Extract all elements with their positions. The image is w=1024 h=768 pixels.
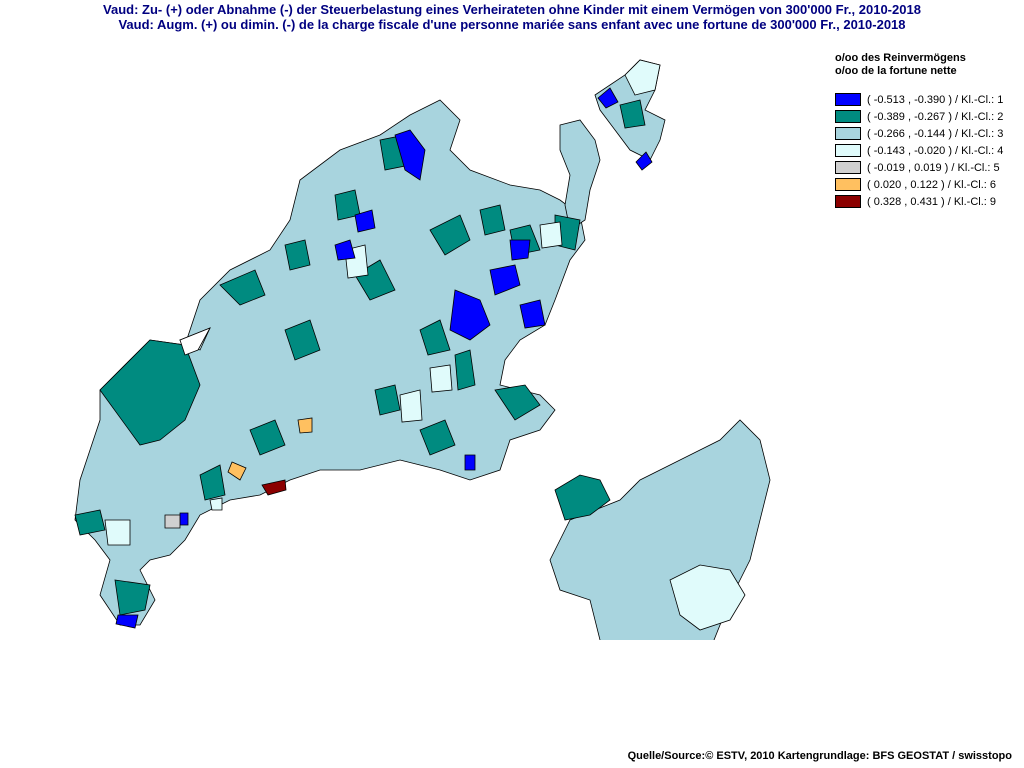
legend-item-class-6: ( 0.020 , 0.122 ) / Kl.-Cl.: 6	[835, 176, 1003, 193]
legend-unit: o/oo des Reinvermögens o/oo de la fortun…	[835, 52, 1003, 78]
legend-label: ( 0.020 , 0.122 ) / Kl.-Cl.: 6	[867, 178, 997, 191]
region-blue-4	[449, 289, 491, 341]
region-light-5	[104, 519, 131, 546]
region-east-light	[669, 564, 746, 631]
region-teal-20	[619, 99, 646, 129]
region-blue-2	[354, 209, 376, 233]
region-orange-1	[297, 417, 313, 434]
region-north-strip	[559, 119, 601, 231]
legend-label: ( -0.266 , -0.144 ) / Kl.-Cl.: 3	[867, 127, 1004, 140]
legend-swatch	[835, 195, 861, 208]
region-teal-12	[494, 384, 541, 421]
title-line-fr: Vaud: Augm. (+) ou dimin. (-) de la char…	[118, 17, 906, 32]
legend-swatch	[835, 127, 861, 140]
region-teal-1	[219, 269, 266, 306]
region-blue-1	[394, 129, 426, 181]
legend-swatch	[835, 144, 861, 157]
region-grey-1	[164, 514, 181, 529]
legend-label: ( -0.143 , -0.020 ) / Kl.-Cl.: 4	[867, 144, 1004, 157]
legend-label: ( -0.019 , 0.019 ) / Kl.-Cl.: 5	[867, 161, 1000, 174]
legend-label: ( -0.389 , -0.267 ) / Kl.-Cl.: 2	[867, 110, 1004, 123]
region-teal-10	[419, 319, 451, 356]
legend-swatch	[835, 110, 861, 123]
region-north-tip-light	[624, 59, 661, 96]
legend-item-class-4: ( -0.143 , -0.020 ) / Kl.-Cl.: 4	[835, 142, 1003, 159]
legend-label: ( 0.328 , 0.431 ) / Kl.-Cl.: 9	[867, 195, 997, 208]
region-teal-15	[199, 464, 226, 501]
region-light-2	[399, 389, 423, 423]
legend-item-class-1: ( -0.513 , -0.390 ) / Kl.-Cl.: 1	[835, 91, 1003, 108]
region-teal-13	[419, 419, 456, 456]
region-blue-3	[334, 239, 356, 261]
legend-item-class-3: ( -0.266 , -0.144 ) / Kl.-Cl.: 3	[835, 125, 1003, 142]
legend-swatch	[835, 93, 861, 106]
region-blue-9	[115, 614, 139, 629]
source-credit: Quelle/Source:© ESTV, 2010 Kartengrundla…	[627, 750, 1012, 762]
region-blue-5	[489, 264, 521, 296]
region-teal-14	[249, 419, 286, 456]
region-north-tip-blue	[597, 87, 619, 109]
region-teal-8	[284, 319, 321, 361]
region-light-4	[539, 221, 563, 249]
legend-item-class-5: ( -0.019 , 0.019 ) / Kl.-Cl.: 5	[835, 159, 1003, 176]
title-line-de: Vaud: Zu- (+) oder Abnahme (-) der Steue…	[103, 2, 921, 17]
legend-swatch	[835, 178, 861, 191]
region-north-small-blue	[635, 151, 653, 171]
region-teal-11	[454, 349, 476, 391]
legend-unit-fr: o/oo de la fortune nette	[835, 65, 957, 77]
region-blue-8	[464, 454, 476, 471]
region-teal-9	[374, 384, 401, 416]
region-teal-2	[284, 239, 311, 271]
region-blue-6	[509, 239, 531, 261]
region-orange-2	[227, 461, 247, 481]
canton-vaud-map	[74, 59, 771, 640]
region-teal-joux	[99, 339, 201, 446]
legend-swatch	[835, 161, 861, 174]
region-light-3	[429, 364, 453, 393]
legend-item-class-9: ( 0.328 , 0.431 ) / Kl.-Cl.: 9	[835, 193, 1003, 210]
region-blue-7	[519, 299, 546, 329]
region-east-teal	[554, 474, 611, 521]
region-darkred-1	[261, 479, 287, 496]
map-legend: o/oo des Reinvermögens o/oo de la fortun…	[835, 52, 1003, 210]
region-teal-17	[114, 579, 151, 616]
region-teal-16	[74, 509, 106, 536]
legend-label: ( -0.513 , -0.390 ) / Kl.-Cl.: 1	[867, 93, 1004, 106]
legend-item-class-2: ( -0.389 , -0.267 ) / Kl.-Cl.: 2	[835, 108, 1003, 125]
legend-unit-de: o/oo des Reinvermögens	[835, 52, 966, 64]
region-teal-4	[429, 214, 471, 256]
map-title: Vaud: Zu- (+) oder Abnahme (-) der Steue…	[0, 2, 1024, 32]
region-teal-5	[479, 204, 506, 236]
region-light-7	[209, 497, 223, 511]
lake-gap	[179, 327, 211, 356]
region-blue-10	[179, 512, 189, 526]
